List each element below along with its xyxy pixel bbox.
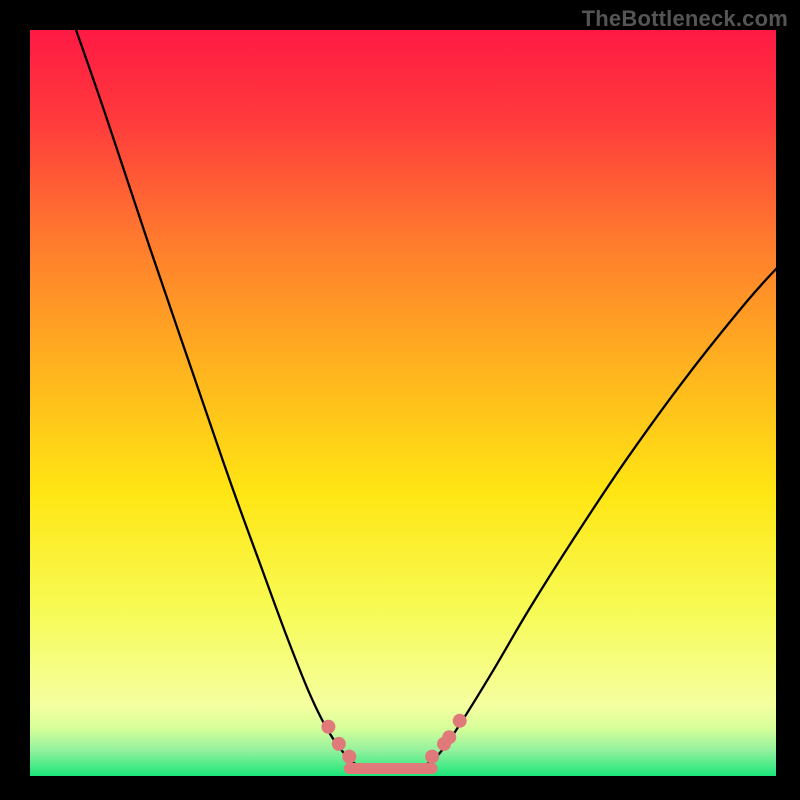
marker-dot-left-0 [321,720,335,734]
marker-dot-right-0 [425,750,439,764]
bottom-zone-marker [321,714,466,769]
watermark-text: TheBottleneck.com [582,6,788,32]
marker-dot-left-2 [342,750,356,764]
chart-stage: TheBottleneck.com [0,0,800,800]
marker-dot-right-2 [442,730,456,744]
performance-curve [75,26,780,769]
marker-dot-loose [453,714,467,728]
plot-overlay-svg [0,0,800,800]
marker-dot-left-1 [332,737,346,751]
